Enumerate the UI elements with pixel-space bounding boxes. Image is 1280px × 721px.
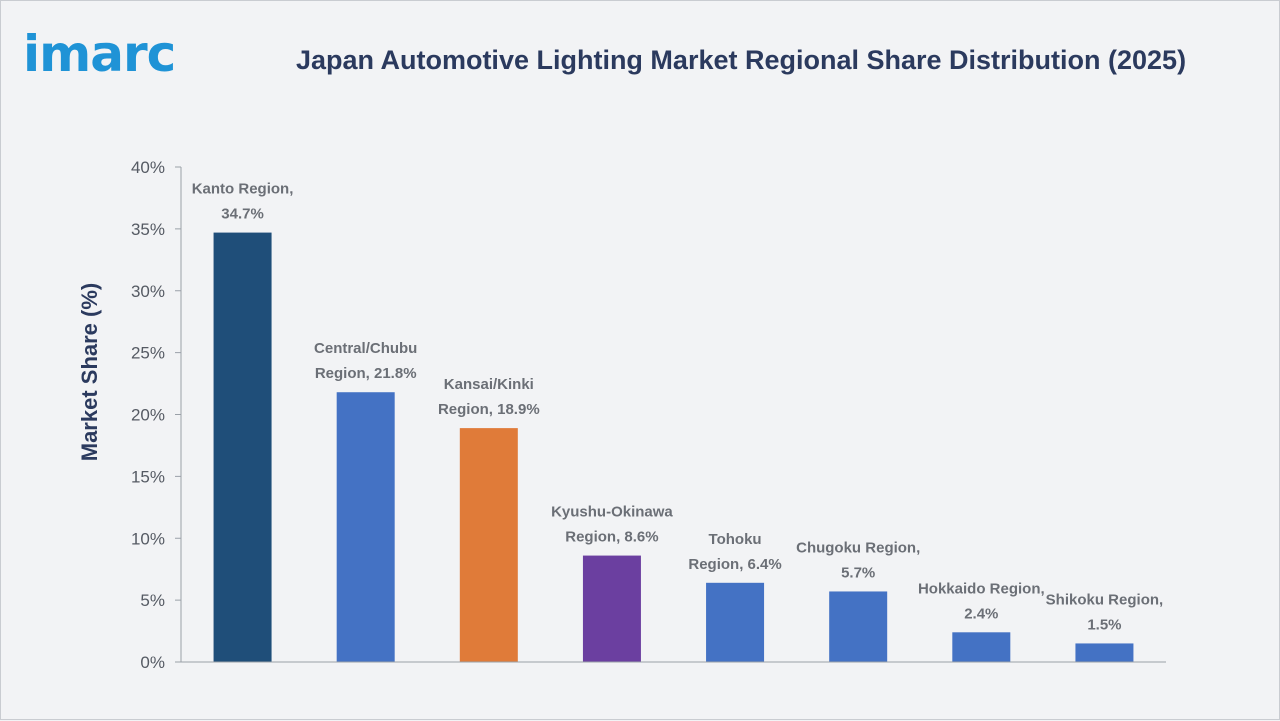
data-label-0: Kanto Region, 34.7% <box>192 181 294 223</box>
bar-2 <box>459 428 518 662</box>
chart-title: Japan Automotive Lighting Market Regiona… <box>295 45 1187 75</box>
data-label-2: Kansai/Kinki Region, 18.9% <box>438 376 540 418</box>
data-label-7: Shikoku Region, 1.5% <box>1046 591 1164 633</box>
y-tick-label: 35% <box>131 220 165 239</box>
y-tick-label: 30% <box>131 282 165 301</box>
y-tick-label: 40% <box>131 158 165 177</box>
data-label-6: Hokkaido Region, 2.4% <box>918 580 1045 622</box>
bar-1 <box>336 392 395 662</box>
data-label-5: Chugoku Region, 5.7% <box>796 539 920 581</box>
imarc-logo: imarc <box>23 25 176 83</box>
y-tick-label: 25% <box>131 344 165 363</box>
data-label-1: Central/Chubu Region, 21.8% <box>314 340 417 382</box>
bar-5 <box>829 591 888 662</box>
y-tick-label: 10% <box>131 529 165 548</box>
y-tick-label: 20% <box>131 406 165 425</box>
bar-4 <box>706 582 765 662</box>
bar-6 <box>952 632 1011 662</box>
bar-0 <box>213 232 272 662</box>
y-tick-label: 0% <box>140 653 165 672</box>
y-tick-label: 5% <box>140 591 165 610</box>
bar-7 <box>1075 643 1134 662</box>
data-label-4: Tohoku Region, 6.4% <box>688 531 781 573</box>
y-tick-label: 15% <box>131 467 165 486</box>
bar-3 <box>582 555 641 662</box>
data-label-3: Kyushu-Okinawa Region, 8.6% <box>551 504 673 546</box>
